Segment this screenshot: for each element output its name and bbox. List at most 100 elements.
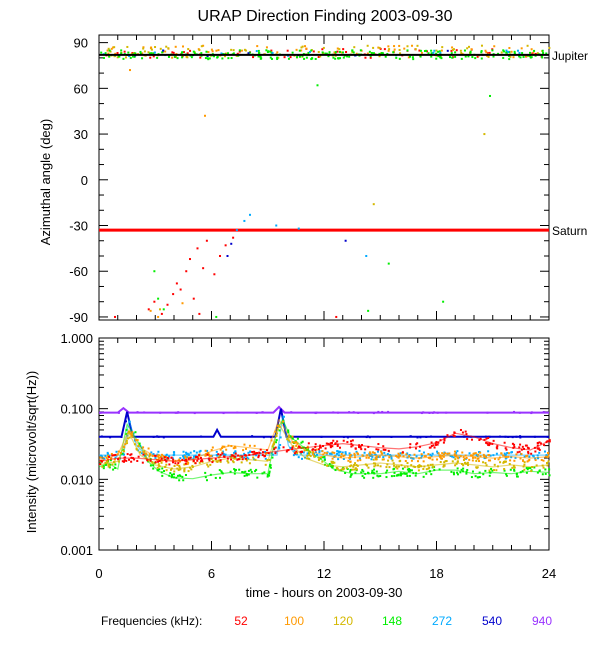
data-point [220,470,223,473]
data-point [420,412,423,415]
data-point [287,57,290,60]
data-point [349,470,352,473]
data-point [420,465,423,468]
data-point [368,451,371,454]
data-point [505,474,508,477]
data-point [396,455,399,458]
data-point [441,46,444,49]
data-point [436,450,439,453]
series-52khz [98,428,551,466]
data-point [525,471,528,474]
data-point [198,49,201,52]
data-point [351,49,354,52]
data-point [547,454,550,457]
data-point [368,436,371,439]
data-point [169,472,172,475]
data-point [504,460,507,463]
data-point [253,444,256,447]
data-point [442,455,445,458]
data-point [171,51,174,54]
data-point [433,49,436,52]
data-point [176,467,179,470]
outlier-point [172,293,175,296]
data-point [279,436,282,439]
data-point [454,55,457,58]
data-point [113,458,116,461]
data-point [110,457,113,460]
data-point [353,456,356,459]
data-point [430,435,433,438]
data-point [536,444,539,447]
data-point [513,410,516,413]
data-point [375,456,378,459]
data-point [305,56,308,59]
data-point [332,411,335,414]
data-point [427,456,430,459]
data-point [278,429,281,432]
data-point [295,450,298,453]
data-point [399,473,402,476]
data-point [443,464,446,467]
data-point [486,442,489,445]
data-point [111,454,114,457]
data-point [298,55,301,58]
data-point [162,49,165,52]
data-point [170,456,173,459]
data-point [238,50,241,53]
data-point [114,456,117,459]
data-point [178,466,181,469]
data-point [518,51,521,54]
data-point [308,451,311,454]
data-point [538,448,541,451]
data-point [478,471,481,474]
data-point [408,469,411,472]
data-point [278,425,281,428]
data-point [371,469,374,472]
data-point [122,445,125,448]
data-point [393,45,396,48]
data-point [233,451,236,454]
outlier-point [181,302,184,305]
data-point [261,451,264,454]
data-point [185,456,188,459]
data-point [153,51,156,54]
data-point [387,449,390,452]
data-point [329,446,332,449]
data-point [150,451,153,454]
data-point [187,453,190,456]
data-point [504,453,507,456]
data-point [255,50,258,53]
data-point [478,476,481,479]
data-point [254,452,257,455]
data-point [397,474,400,477]
data-point [373,451,376,454]
data-point [373,465,376,468]
data-point [433,411,436,414]
data-point [467,45,470,48]
data-point [492,439,495,442]
data-point [369,54,372,57]
data-point [464,462,467,465]
data-point [386,453,389,456]
data-point [521,445,524,448]
data-point [470,438,473,441]
data-point [454,464,457,467]
data-point [466,461,469,464]
data-point [266,475,269,478]
data-point [124,420,127,423]
data-point [110,452,113,455]
data-point [198,461,201,464]
data-point [218,469,221,472]
data-point [363,451,366,454]
data-point [289,435,292,438]
data-point [337,451,340,454]
data-point [243,443,246,446]
data-point [162,455,165,458]
data-point [513,459,516,462]
data-point [166,456,169,459]
data-point [178,479,181,482]
outlier-point [275,224,278,227]
outlier-point [335,315,338,318]
data-point [434,443,437,446]
data-point [500,51,503,54]
